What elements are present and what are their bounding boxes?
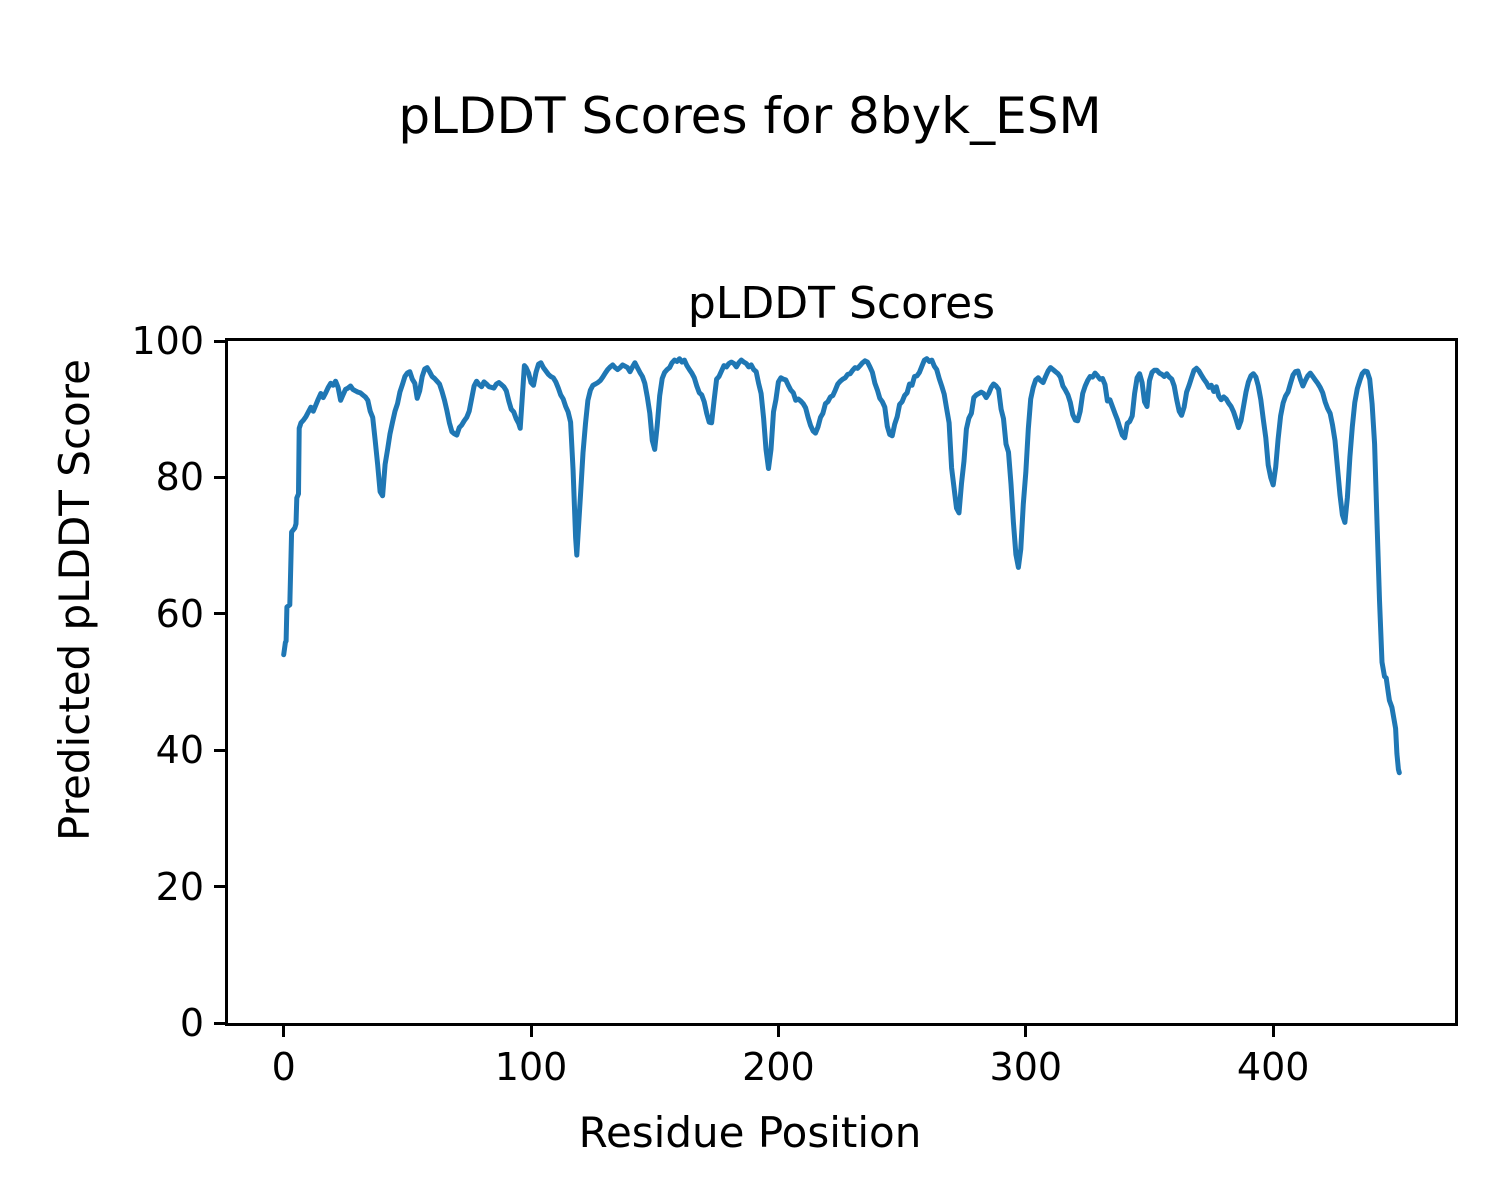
y-tick-label: 80: [155, 455, 204, 500]
axes-title: pLDDT Scores: [687, 278, 996, 329]
x-tick-mark: [529, 1025, 533, 1037]
y-tick-mark: [214, 612, 226, 616]
x-tick-label: 100: [494, 1045, 568, 1089]
x-tick-label: 300: [989, 1045, 1063, 1089]
y-tick-label: 60: [155, 591, 204, 636]
y-tick-mark: [214, 1021, 226, 1025]
figure-title: pLDDT Scores for 8byk_ESM: [398, 87, 1102, 145]
y-axis-label: Predicted pLDDT Score: [50, 359, 99, 841]
x-tick-label: 400: [1236, 1045, 1310, 1089]
y-tick-mark: [214, 475, 226, 479]
x-tick-mark: [1024, 1025, 1028, 1037]
x-tick-label: 200: [742, 1045, 815, 1089]
y-tick-label: 20: [155, 864, 204, 909]
plot-area: [225, 338, 1458, 1026]
x-tick-mark: [1271, 1025, 1275, 1037]
y-tick-label: 100: [131, 319, 204, 363]
y-tick-mark: [214, 885, 226, 889]
plddt-line-series: [281, 356, 1402, 776]
x-tick-mark: [776, 1025, 780, 1037]
x-axis-label: Residue Position: [578, 1108, 922, 1157]
y-tick-label: 0: [179, 1001, 204, 1045]
x-tick-label: 0: [271, 1045, 296, 1089]
y-tick-mark: [214, 339, 226, 343]
line-plot-svg: [281, 356, 1402, 776]
x-tick-mark: [282, 1025, 286, 1037]
y-tick-mark: [214, 748, 226, 752]
y-tick-label: 40: [155, 728, 204, 773]
